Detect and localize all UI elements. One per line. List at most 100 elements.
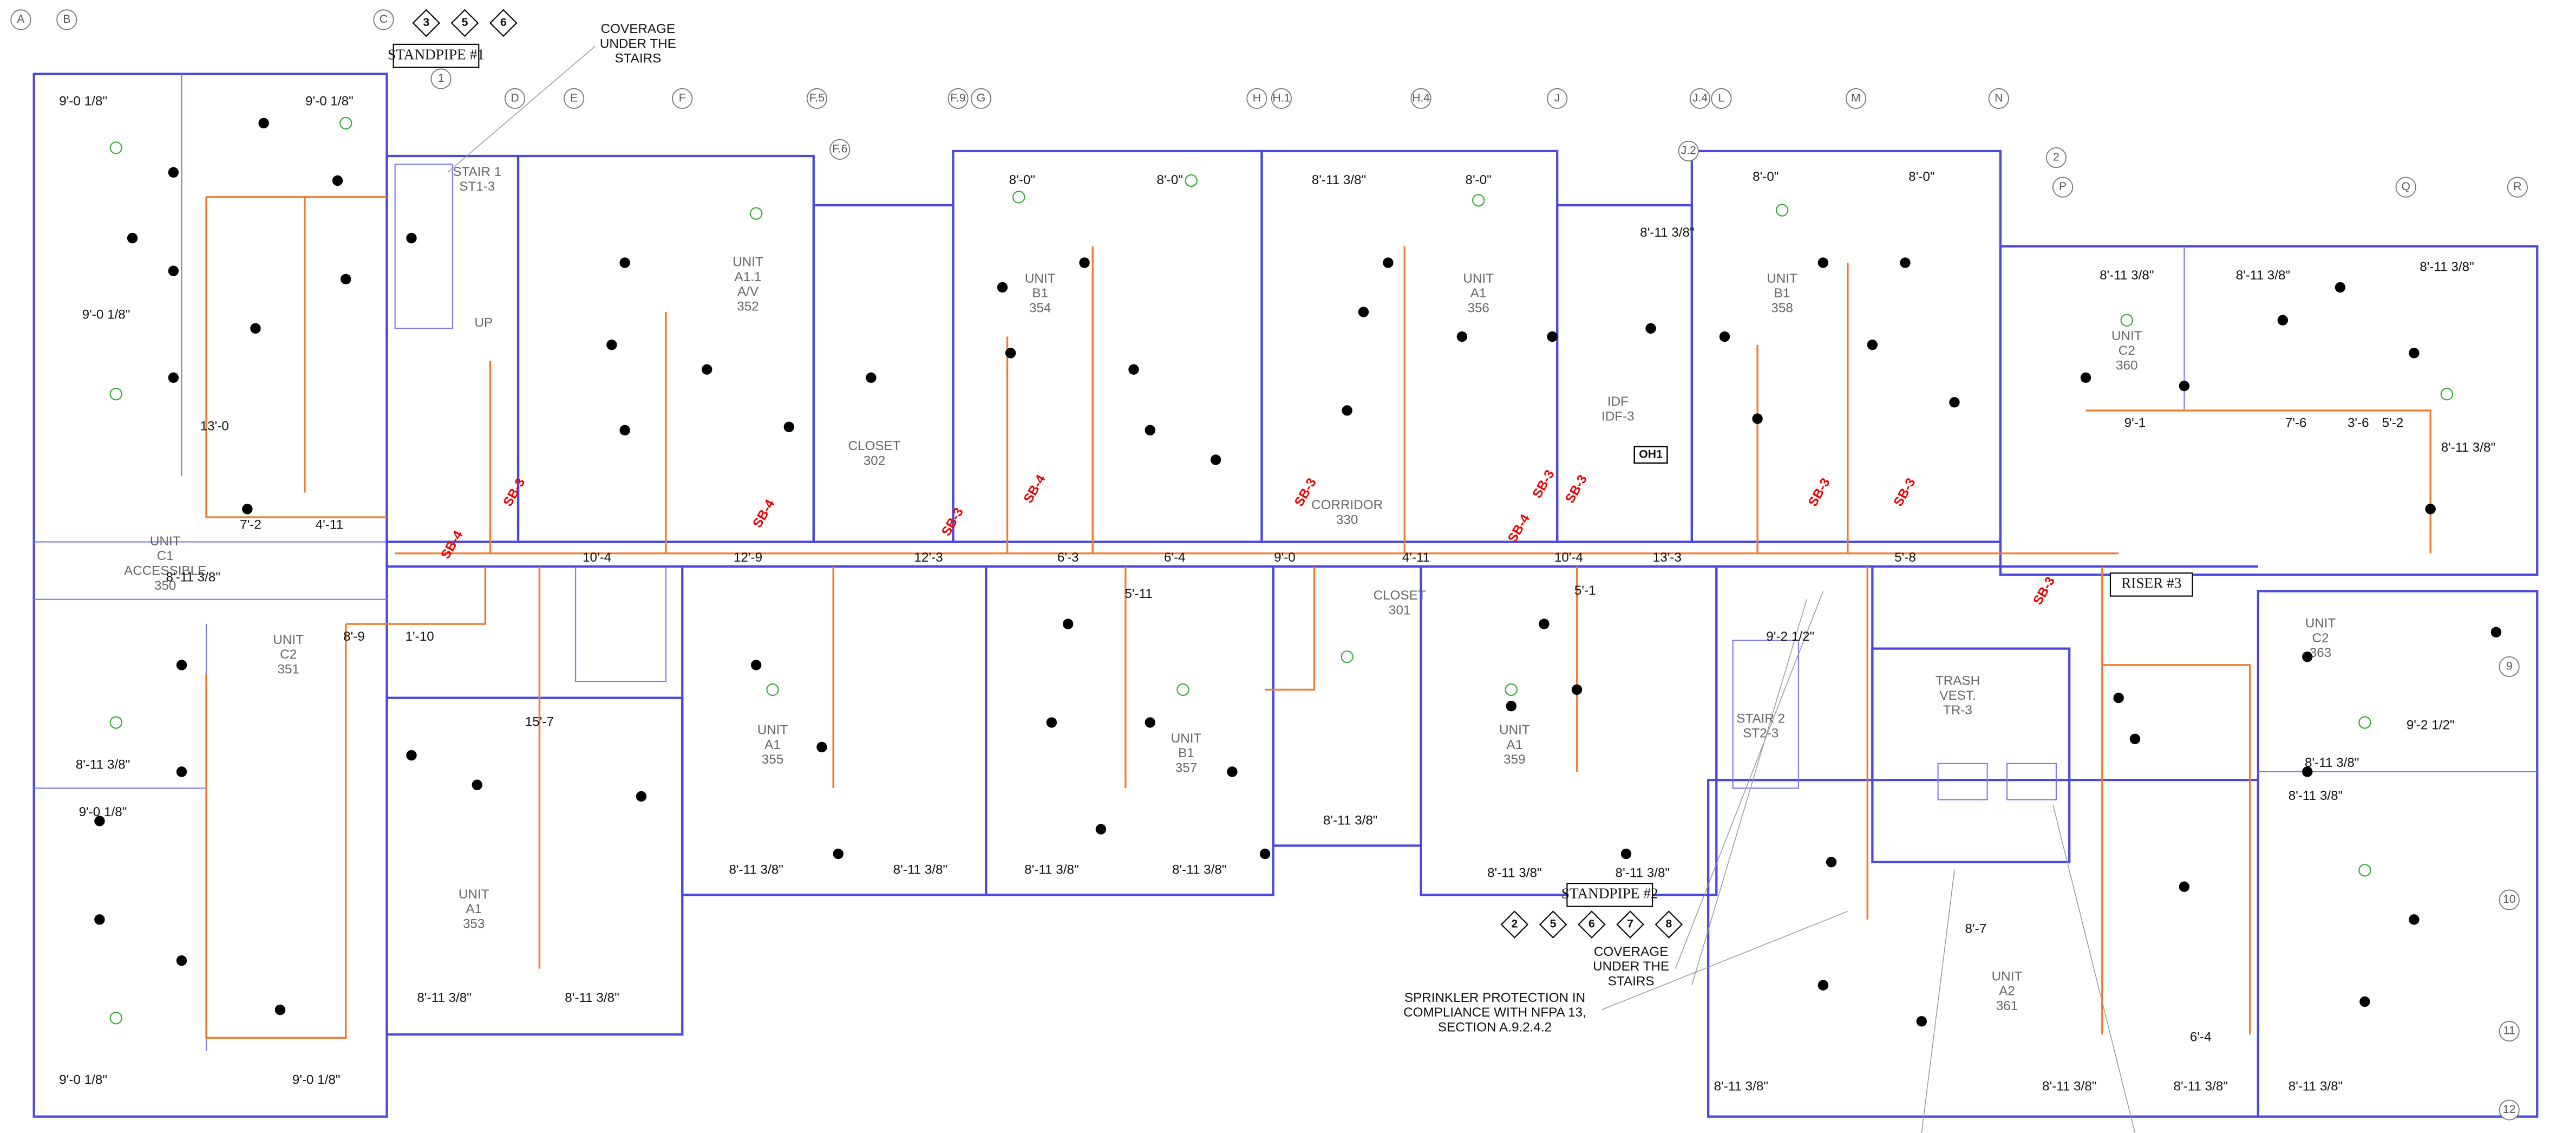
detail-tag-label: 7 bbox=[1627, 918, 1633, 930]
sprinkler-head bbox=[176, 660, 187, 670]
grid-bubble bbox=[2507, 177, 2528, 198]
detail-tag bbox=[450, 9, 479, 37]
room-name: C2 bbox=[2119, 343, 2135, 358]
grid-bubble bbox=[2045, 147, 2067, 168]
room-name: UNIT bbox=[733, 255, 763, 270]
grid-bubble bbox=[2499, 1099, 2520, 1121]
sprinkler-head bbox=[866, 372, 877, 383]
smoke-detector bbox=[339, 116, 352, 130]
grid-label: 2 bbox=[2053, 151, 2060, 164]
smoke-detector bbox=[2358, 864, 2371, 877]
dimension: 8'-0" bbox=[1908, 170, 1934, 184]
grid-label: D bbox=[511, 92, 519, 105]
note: COVERAGE bbox=[601, 22, 675, 36]
pipe-label: 10'-4 bbox=[1554, 550, 1583, 565]
room-name: CLOSET bbox=[1374, 588, 1426, 603]
sprinkler-head bbox=[2129, 733, 2141, 745]
room-name: A1 bbox=[1470, 286, 1487, 301]
sprinkler-head bbox=[258, 118, 269, 129]
dimension: 8'-11 3/8" bbox=[2100, 268, 2154, 283]
grid-label: H bbox=[1253, 92, 1261, 105]
sprinkler-head bbox=[1547, 331, 1558, 342]
room-number: 302 bbox=[864, 453, 885, 468]
dimension: 8'-11 3/8" bbox=[893, 862, 947, 877]
grid-label: L bbox=[1718, 92, 1725, 105]
detail-tag bbox=[1500, 910, 1529, 939]
dimension: 8'-11 3/8" bbox=[417, 991, 471, 1005]
sprinkler-head bbox=[340, 274, 351, 285]
dimension: 8'-11 3/8" bbox=[2441, 440, 2495, 455]
smoke-detector bbox=[1505, 683, 1518, 696]
note: STAIRS bbox=[614, 51, 661, 66]
hazard-box bbox=[1633, 446, 1668, 464]
room-name: UNIT bbox=[1767, 271, 1797, 286]
smoke-detector bbox=[1472, 194, 1485, 207]
room-number: 301 bbox=[1389, 603, 1410, 617]
room-number: 353 bbox=[463, 916, 485, 931]
sprinkler-branch-tag: SB-4 bbox=[1021, 472, 1049, 506]
room-number: 357 bbox=[1175, 760, 1197, 775]
sprinkler-head bbox=[1620, 848, 1632, 859]
sprinkler-head bbox=[1900, 257, 1911, 268]
sprinkler-head bbox=[2409, 348, 2420, 359]
sprinkler-head bbox=[2359, 996, 2370, 1007]
note: SPRINKLER PROTECTION IN bbox=[1404, 991, 1585, 1005]
sprinkler-head bbox=[1916, 1016, 1927, 1027]
grid-bubble bbox=[1711, 88, 1732, 109]
room-name: B1 bbox=[1178, 746, 1194, 760]
grid-label: A bbox=[17, 13, 25, 25]
pipe-label: 6'-4 bbox=[1164, 550, 1186, 565]
sprinkler-branch-tag: SB-4 bbox=[438, 528, 466, 562]
sprinkler-head bbox=[750, 660, 762, 670]
room-number: 361 bbox=[1996, 999, 2018, 1013]
grid-label: 12 bbox=[2503, 1103, 2516, 1116]
sprinkler-head bbox=[1826, 857, 1837, 868]
misc-label: UP bbox=[475, 316, 493, 330]
sprinkler-head bbox=[94, 816, 105, 826]
pipe-label: 9'-1 bbox=[2124, 416, 2146, 431]
grid-bubble bbox=[504, 88, 526, 109]
room-name: CORRIDOR bbox=[1311, 498, 1383, 512]
sprinkler-head bbox=[1342, 405, 1352, 416]
grid-bubble bbox=[10, 9, 31, 30]
grid-bubble bbox=[1988, 88, 2009, 109]
room-name: A1 bbox=[466, 902, 482, 916]
detail-tag bbox=[412, 9, 441, 37]
grid-label: J.2 bbox=[1681, 145, 1696, 157]
pipe-label: 6'-4 bbox=[2190, 1030, 2212, 1045]
dimension: 8'-11 3/8" bbox=[166, 570, 220, 585]
pipe-label: 4'-11 bbox=[1402, 550, 1430, 565]
dimension: 8'-11 3/8" bbox=[729, 862, 783, 877]
grid-bubble bbox=[970, 88, 992, 109]
sprinkler-head bbox=[2425, 504, 2436, 515]
detail-tag bbox=[489, 9, 518, 37]
pipe-label: 7'-2 bbox=[240, 518, 261, 532]
grid-label: F bbox=[679, 92, 686, 105]
sprinkler-head bbox=[1456, 331, 1468, 342]
sprinkler-head bbox=[406, 232, 417, 244]
smoke-detector bbox=[109, 141, 122, 154]
pipe-label: 13'-0 bbox=[200, 419, 229, 434]
room-name: ACCESSIBLE bbox=[124, 564, 206, 578]
dimension: 8'-11 3/8" bbox=[2289, 1079, 2343, 1094]
sprinkler-head bbox=[168, 265, 179, 276]
dimension: 9'-0 1/8" bbox=[82, 308, 130, 322]
room-name: B1 bbox=[1774, 286, 1790, 301]
sprinkler-head bbox=[1949, 397, 1960, 408]
room-number: 352 bbox=[737, 299, 759, 314]
grid-bubble bbox=[1547, 88, 1568, 109]
room-number: 363 bbox=[2310, 646, 2331, 660]
pipe-label: 3'-6 bbox=[2348, 416, 2369, 431]
room-name: C2 bbox=[2312, 631, 2329, 646]
grid-bubble bbox=[430, 68, 452, 89]
room-name: UNIT bbox=[2111, 329, 2142, 343]
grid-bubble bbox=[373, 9, 394, 30]
sprinkler-head bbox=[1145, 717, 1156, 728]
grid-label: 11 bbox=[2503, 1025, 2515, 1037]
sprinkler-head bbox=[472, 779, 482, 790]
grid-label: H.1 bbox=[1272, 92, 1290, 105]
grid-bubble bbox=[2052, 177, 2074, 198]
grid-bubble bbox=[2499, 1020, 2520, 1042]
sprinkler-head bbox=[2113, 692, 2124, 704]
riser-label: RISER #3 bbox=[2121, 575, 2181, 591]
